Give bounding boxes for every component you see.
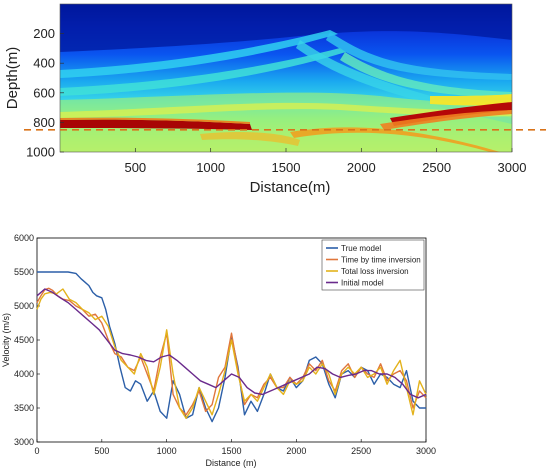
heatmap-y-tick-label: 200: [33, 26, 55, 41]
legend: True model Time by time inversion Total lo…: [321, 239, 425, 291]
line-chart-x-tick-label: 3000: [416, 446, 436, 456]
line-chart-y-tick-label: 3000: [14, 437, 34, 447]
line-chart-y-tick-label: 3500: [14, 403, 34, 413]
line-chart-y-tick-label: 6000: [14, 233, 34, 243]
line-chart-x-tick-label: 2500: [351, 446, 371, 456]
velocity-profile-panel: 0 500 1000 1500 2000 2500 3000 3000 3500 4000 450…: [1, 233, 436, 468]
heatmap-x-tick-label: 2500: [422, 160, 451, 175]
heatmap-x-tick-label: 3000: [498, 160, 527, 175]
line-chart-x-tick-label: 1500: [221, 446, 241, 456]
line-chart-x-tick-label: 0: [34, 446, 39, 456]
line-chart-y-tick-label: 4000: [14, 369, 34, 379]
legend-label-true-model: True model: [341, 244, 381, 253]
heatmap-y-tick-label: 800: [33, 115, 55, 130]
velocity-model-panel: 500 1000 1500 2000 2500 3000 200 400 600 800 1000…: [4, 3, 546, 196]
line-chart-x-ticks: 0 500 1000 1500 2000 2500 3000: [34, 439, 436, 456]
line-chart-x-tick-label: 500: [94, 446, 109, 456]
legend-items: True model Time by time inversion Total lo…: [326, 244, 421, 288]
heatmap-x-axis-label: Distance(m): [250, 179, 331, 196]
heatmap-y-tick-label: 400: [33, 56, 55, 71]
heatmap-y-tick-label: 600: [33, 85, 55, 100]
line-chart-y-tick-label: 5500: [14, 267, 34, 277]
legend-label-time-by-time-inversion: Time by time inversion: [341, 256, 421, 265]
series-line-initial-model: [36, 288, 427, 399]
heatmap-x-tick-label: 500: [124, 160, 146, 175]
heatmap-y-axis-label: Depth(m): [4, 47, 21, 110]
line-chart-y-ticks: 3000 3500 4000 4500 5000 5500 6000: [14, 233, 40, 447]
heatmap-x-tick-label: 1000: [196, 160, 225, 175]
line-chart-x-tick-label: 1000: [157, 446, 177, 456]
legend-box: [321, 239, 425, 291]
line-chart-y-axis-label: Velocity (m/s): [1, 313, 11, 367]
heatmap-x-ticks: 500 1000 1500 2000 2500 3000: [124, 148, 526, 175]
line-chart-series: [36, 271, 427, 423]
heatmap-x-tick-label: 1500: [272, 160, 301, 175]
legend-label-total-loss-inversion: Total loss inversion: [341, 267, 409, 276]
line-chart-y-tick-label: 4500: [14, 335, 34, 345]
velocity-heatmap: [60, 4, 512, 152]
line-chart-y-tick-label: 5000: [14, 301, 34, 311]
line-chart-x-tick-label: 2000: [286, 446, 306, 456]
line-chart-x-axis-label: Distance (m): [205, 458, 256, 468]
heatmap-y-ticks: 200 400 600 800 1000: [26, 26, 64, 160]
heatmap-x-tick-label: 2000: [347, 160, 376, 175]
series-line-total-loss-inversion: [36, 288, 427, 419]
legend-label-initial-model: Initial model: [341, 279, 384, 288]
heatmap-y-tick-label: 1000: [26, 145, 55, 160]
